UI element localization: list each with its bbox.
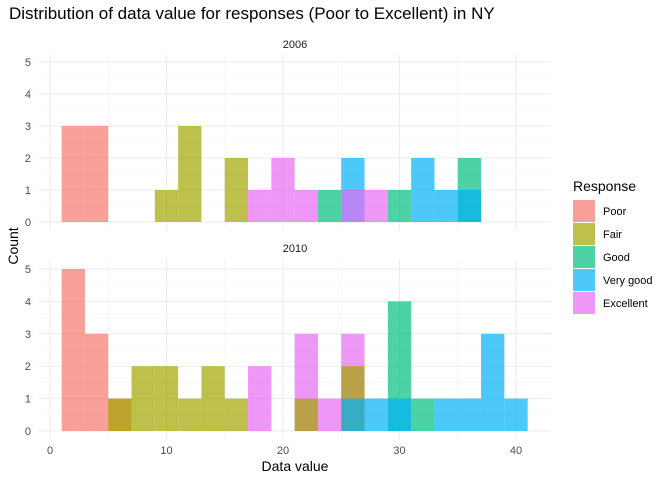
bar-fair [178, 398, 202, 431]
legend-item-very-good: Very good [573, 269, 653, 291]
bar-excellent [248, 366, 272, 431]
y-tick-label: 4 [25, 89, 31, 101]
legend-title: Response [573, 178, 636, 194]
bar-excellent [364, 190, 388, 222]
legend-item-fair: Fair [573, 223, 622, 245]
y-tick-label: 3 [25, 329, 31, 341]
y-tick-label: 5 [25, 264, 31, 276]
legend-item-poor: Poor [573, 200, 627, 222]
legend-item-good: Good [573, 246, 630, 268]
bar-very-good [434, 398, 458, 431]
bar-good [387, 190, 412, 222]
legend-swatch [573, 200, 595, 222]
bar-excellent [317, 398, 342, 431]
bar-fair [294, 398, 318, 431]
y-tick-label: 1 [25, 185, 31, 197]
bar-very-good [387, 398, 412, 431]
bar-very-good [481, 333, 505, 431]
bar-excellent [248, 190, 272, 222]
bar-fair [154, 366, 179, 431]
facet-panels: 2006 0 1 2 3 4 5 2010 0 1 2 3 4 5 0 10 20 30 40 [25, 39, 551, 457]
bar-very-good [504, 398, 528, 431]
x-axis-title: Data value [262, 458, 329, 474]
x-tick-label: 20 [277, 445, 289, 457]
y-tick-label: 1 [25, 394, 31, 406]
y-tick-label: 0 [25, 217, 31, 229]
bar-excellent [271, 158, 295, 222]
bar-good [411, 398, 435, 431]
bar-very-good [457, 398, 482, 431]
legend-swatch [573, 269, 595, 291]
bar-very-good [457, 190, 482, 222]
bar-very-good [434, 190, 458, 222]
legend-label: Good [603, 252, 630, 264]
y-tick-label: 5 [25, 57, 31, 69]
legend: Response Poor Fair Good Very good Excellent [573, 178, 653, 314]
x-tick-label: 10 [160, 445, 172, 457]
y-tick-label: 2 [25, 361, 31, 373]
y-axis-title: Count [5, 227, 21, 264]
facet-strip-label: 2010 [283, 243, 307, 255]
bar-poor [84, 333, 109, 431]
bar-fair [108, 398, 132, 431]
y-tick-label: 4 [25, 296, 31, 308]
legend-label: Fair [603, 229, 622, 241]
x-tick-label: 30 [393, 445, 405, 457]
y-tick-label: 3 [25, 121, 31, 133]
bar-very-good [411, 158, 435, 222]
bar-poor [61, 126, 85, 222]
bar-very-good [341, 398, 365, 431]
bar-fair [201, 366, 225, 431]
x-tick-label: 40 [510, 445, 522, 457]
bar-fair [154, 190, 179, 222]
bar-fair [224, 158, 249, 222]
facet-strip-label: 2006 [283, 39, 307, 51]
legend-label: Excellent [603, 298, 648, 310]
facet-panel-2006: 2006 0 1 2 3 4 5 [25, 39, 551, 230]
bar-excellent [341, 190, 365, 222]
legend-label: Poor [603, 206, 627, 218]
legend-swatch [573, 246, 595, 268]
y-tick-label: 0 [25, 426, 31, 438]
bar-poor [61, 269, 85, 431]
bar-good [317, 190, 342, 222]
x-tick-label: 0 [47, 445, 53, 457]
legend-label: Very good [603, 275, 653, 287]
bar-very-good [364, 398, 388, 431]
y-tick-label: 2 [25, 153, 31, 165]
bar-fair [178, 126, 202, 222]
bar-excellent [294, 190, 318, 222]
legend-swatch [573, 223, 595, 245]
chart-title: Distribution of data value for responses… [9, 4, 495, 23]
facet-panel-2010: 2010 0 1 2 3 4 5 0 10 20 30 40 [25, 243, 551, 457]
bar-fair [131, 366, 155, 431]
legend-item-excellent: Excellent [573, 292, 648, 314]
bar-fair [224, 398, 249, 431]
legend-swatch [573, 292, 595, 314]
bar-poor [84, 126, 109, 222]
